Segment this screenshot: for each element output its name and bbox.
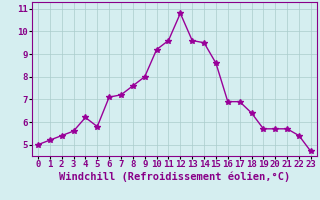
X-axis label: Windchill (Refroidissement éolien,°C): Windchill (Refroidissement éolien,°C) (59, 172, 290, 182)
